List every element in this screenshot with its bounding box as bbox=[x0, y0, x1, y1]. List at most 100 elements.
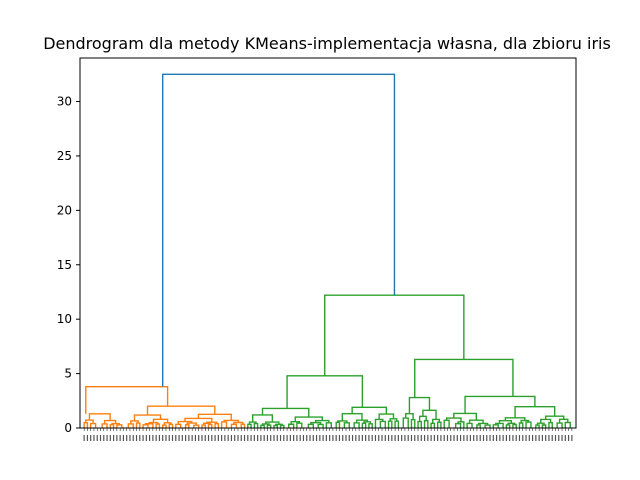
leaf-label bbox=[162, 435, 164, 441]
y-axis: 0 5 10 15 20 25 30 bbox=[57, 95, 80, 435]
leaf-label bbox=[404, 435, 406, 441]
leaf-label bbox=[515, 435, 517, 441]
leaf-label bbox=[175, 435, 177, 441]
leaf-label bbox=[518, 435, 521, 441]
dendrogram-link bbox=[265, 421, 280, 425]
leaf-label bbox=[564, 435, 566, 441]
leaf-label bbox=[401, 435, 403, 441]
dendrogram-link bbox=[389, 418, 398, 422]
dendrogram-link bbox=[273, 424, 278, 428]
leaf-label bbox=[194, 435, 197, 441]
dendrogram-link bbox=[351, 406, 388, 415]
leaf-label bbox=[191, 435, 193, 441]
dendrogram-link bbox=[402, 417, 409, 428]
y-tick-label: 5 bbox=[64, 367, 72, 381]
dendrogram-link bbox=[518, 422, 524, 428]
leaf-label bbox=[221, 435, 223, 441]
dendrogram-link bbox=[432, 418, 440, 424]
dendrogram-link bbox=[414, 358, 514, 398]
leaf-label bbox=[502, 435, 504, 441]
leaf-label bbox=[394, 435, 396, 441]
leaf-label bbox=[227, 435, 229, 441]
leaf-label bbox=[427, 435, 429, 441]
leaf-label bbox=[263, 435, 265, 441]
leaf-label bbox=[473, 435, 475, 441]
dendrogram-link bbox=[207, 423, 213, 428]
leaf-label bbox=[122, 435, 125, 441]
dendrogram-link bbox=[307, 423, 314, 428]
leaf-label bbox=[522, 435, 524, 441]
dendrogram-link bbox=[520, 419, 530, 423]
plot-frame bbox=[79, 57, 577, 429]
leaf-label bbox=[486, 435, 488, 441]
leaf-label bbox=[119, 435, 121, 441]
leaf-label bbox=[204, 435, 206, 441]
dendrogram-link bbox=[288, 423, 295, 428]
leaf-label bbox=[391, 435, 393, 441]
leaf-label bbox=[126, 435, 128, 441]
dendrogram-link bbox=[495, 422, 504, 428]
leaf-label bbox=[243, 435, 246, 441]
dendrogram-link bbox=[247, 423, 252, 428]
leaf-label bbox=[342, 435, 344, 441]
leaf-label bbox=[312, 435, 314, 441]
dendrogram-link bbox=[476, 424, 481, 428]
dendrogram-link bbox=[548, 421, 553, 428]
leaf-label bbox=[185, 435, 187, 441]
dendrogram-link bbox=[457, 421, 465, 428]
leaf-label bbox=[538, 435, 540, 441]
dendrogram-link bbox=[405, 412, 414, 420]
leaf-label bbox=[332, 435, 334, 441]
y-tick-label: 0 bbox=[64, 421, 72, 435]
dendrogram-link bbox=[186, 422, 197, 426]
leaf-label bbox=[198, 435, 200, 441]
leaf-label bbox=[135, 435, 138, 441]
leaf-label bbox=[325, 435, 327, 441]
leaf-label bbox=[247, 435, 249, 441]
leaf-label bbox=[188, 435, 190, 441]
leaf-label bbox=[355, 435, 357, 441]
dendrogram-link bbox=[206, 421, 218, 424]
leaf-label bbox=[381, 435, 383, 441]
leaf-label bbox=[86, 435, 89, 441]
leaf-label bbox=[289, 435, 291, 441]
leaf-label bbox=[430, 435, 432, 441]
dendrogram-link bbox=[422, 409, 437, 420]
leaf-label bbox=[315, 435, 318, 441]
leaf-label bbox=[489, 435, 491, 441]
leaf-label bbox=[149, 435, 151, 441]
dendrogram-link bbox=[144, 423, 154, 428]
leaf-label bbox=[279, 435, 282, 441]
leaf-label bbox=[548, 435, 550, 441]
dendrogram-link bbox=[286, 375, 364, 409]
leaf-label bbox=[554, 435, 557, 441]
y-tick-label: 10 bbox=[57, 312, 72, 326]
dendrogram-link bbox=[544, 415, 565, 420]
dendrogram-link bbox=[233, 421, 244, 425]
leaf-label bbox=[453, 435, 455, 441]
dendrogram-link bbox=[504, 417, 526, 421]
leaf-label bbox=[276, 435, 278, 441]
leaf-label bbox=[384, 435, 386, 441]
dendrogram-link bbox=[296, 422, 303, 428]
leaf-label bbox=[414, 435, 416, 441]
leaf-label bbox=[365, 435, 367, 441]
leaf-label bbox=[83, 435, 85, 441]
dendrogram-link bbox=[220, 421, 228, 428]
leaf-label bbox=[571, 435, 573, 441]
leaf-label bbox=[387, 435, 390, 441]
leaf-label bbox=[286, 435, 288, 441]
dendrogram-link bbox=[148, 421, 159, 425]
leaf-label bbox=[181, 435, 183, 441]
leaf-label bbox=[423, 435, 426, 441]
leaf-label bbox=[348, 435, 350, 441]
dendrogram-link bbox=[101, 423, 108, 428]
leaf-label bbox=[322, 435, 324, 441]
leaf-label bbox=[165, 435, 167, 441]
leaf-label bbox=[132, 435, 134, 441]
y-tick-label: 30 bbox=[57, 95, 72, 109]
chart-title: Dendrogram dla metody KMeans-implementac… bbox=[43, 34, 611, 53]
leaf-label bbox=[371, 435, 373, 441]
leaf-label bbox=[139, 435, 141, 441]
